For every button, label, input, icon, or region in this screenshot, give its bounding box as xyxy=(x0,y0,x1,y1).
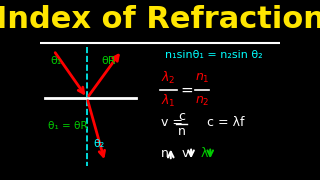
Text: λ: λ xyxy=(200,147,208,160)
Text: $n_2$: $n_2$ xyxy=(195,95,209,108)
Text: θ₁: θ₁ xyxy=(50,56,62,66)
Text: $n_1$: $n_1$ xyxy=(195,72,209,85)
Text: $\lambda_1$: $\lambda_1$ xyxy=(161,93,176,109)
Text: Index of Refraction: Index of Refraction xyxy=(0,5,320,34)
Text: v =: v = xyxy=(161,116,183,129)
Text: θR: θR xyxy=(101,56,116,66)
Text: =: = xyxy=(180,82,193,98)
Text: n₁sinθ₁ = n₂sin θ₂: n₁sinθ₁ = n₂sin θ₂ xyxy=(165,50,262,60)
Text: $\lambda_2$: $\lambda_2$ xyxy=(161,70,176,86)
Text: θ₂: θ₂ xyxy=(93,139,105,149)
Text: θ₁ = θR: θ₁ = θR xyxy=(48,121,87,131)
Text: c: c xyxy=(178,110,185,123)
Text: v: v xyxy=(181,147,189,160)
Text: n: n xyxy=(161,147,169,160)
Text: c = λf: c = λf xyxy=(207,116,244,129)
Text: n: n xyxy=(178,125,186,138)
